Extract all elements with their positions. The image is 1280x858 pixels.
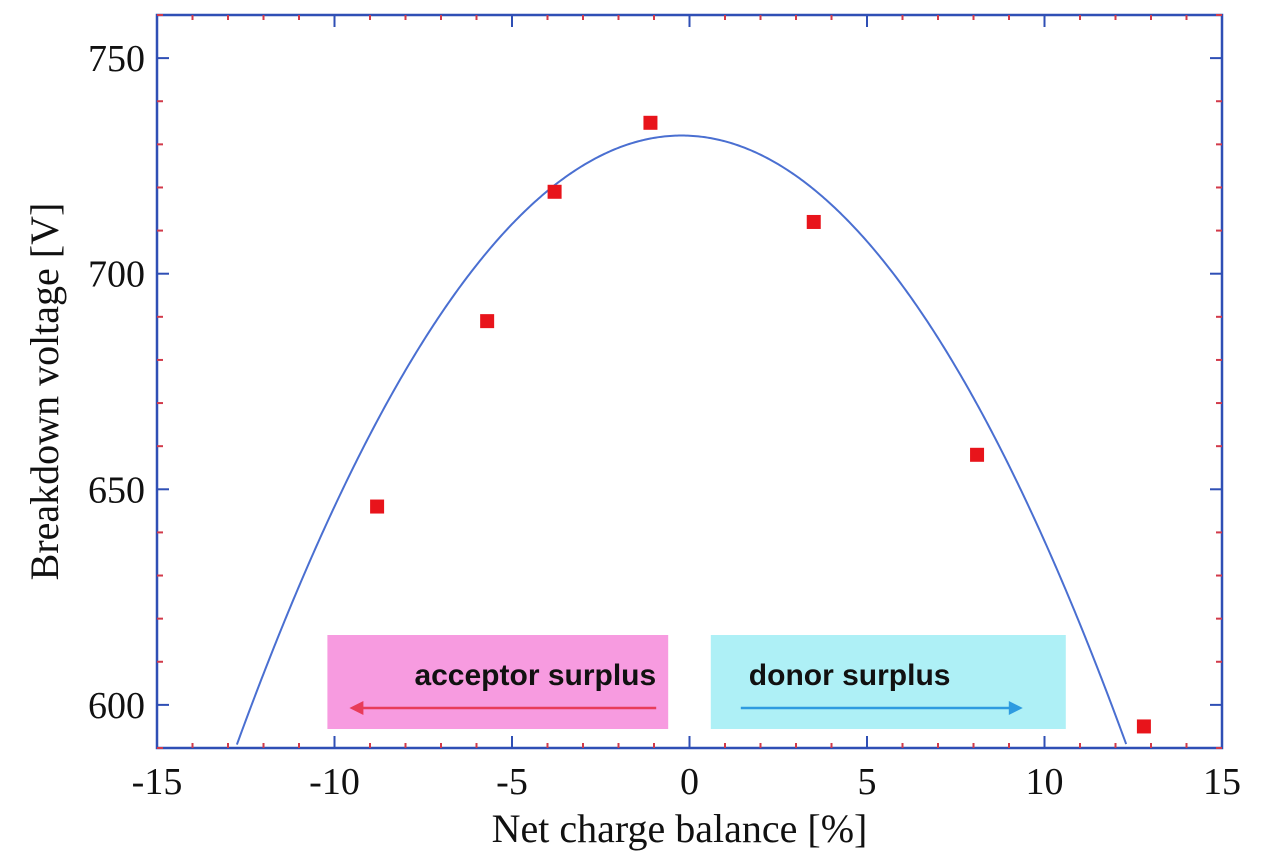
y-tick-label: 650 <box>88 469 145 511</box>
data-point <box>970 447 985 462</box>
region-annotations: acceptor surplus donor surplus <box>327 635 1066 729</box>
y-axis-title: Breakdown voltage [V] <box>22 203 67 581</box>
data-point <box>480 314 495 329</box>
data-points-layer <box>370 115 1151 734</box>
y-tick-label: 700 <box>88 254 145 296</box>
data-point <box>1136 719 1151 734</box>
x-tick-label: -10 <box>309 761 360 803</box>
arrowhead-left-icon <box>349 701 364 715</box>
region-label: acceptor surplus <box>414 659 656 692</box>
region-donor: donor surplus <box>710 635 1066 729</box>
y-tick-label: 750 <box>88 38 145 80</box>
data-point <box>370 499 385 514</box>
arrowhead-right-icon <box>1008 701 1023 715</box>
x-tick-label: -15 <box>132 761 183 803</box>
region-label: donor surplus <box>749 659 951 692</box>
region-box <box>710 635 1066 729</box>
x-axis-ticks: -15 -10 -5 0 5 10 15 <box>132 15 1241 803</box>
x-tick-label: 15 <box>1203 761 1241 803</box>
region-box <box>327 635 669 729</box>
fit-curve <box>235 134 1128 745</box>
x-tick-label: 0 <box>680 761 699 803</box>
x-tick-label: -5 <box>496 761 528 803</box>
y-tick-label: 600 <box>88 685 145 727</box>
fit-curve-layer <box>235 134 1128 745</box>
x-tick-label: 10 <box>1026 761 1064 803</box>
x-axis-title: Net charge balance [%] <box>492 806 868 851</box>
data-point <box>547 184 562 199</box>
data-point <box>643 115 658 130</box>
region-acceptor: acceptor surplus <box>327 635 669 729</box>
data-point <box>806 214 821 229</box>
y-axis-ticks: 600 650 700 750 <box>88 14 1222 749</box>
x-tick-label: 5 <box>858 761 877 803</box>
